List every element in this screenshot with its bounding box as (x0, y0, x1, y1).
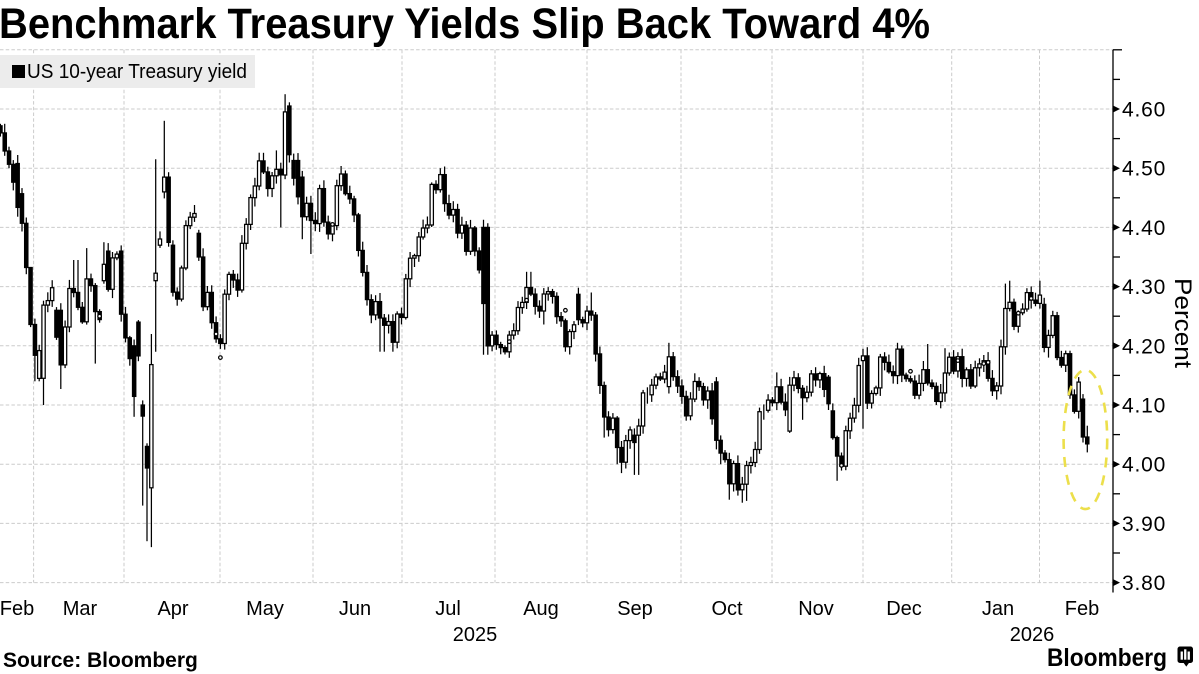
svg-text:Feb: Feb (1065, 598, 1099, 620)
svg-text:Jul: Jul (435, 598, 461, 620)
svg-text:Dec: Dec (886, 598, 922, 620)
svg-text:Mar: Mar (63, 598, 98, 620)
svg-text:Oct: Oct (711, 598, 743, 620)
svg-text:4.60: 4.60 (1122, 99, 1166, 122)
svg-text:Bloomberg: Bloomberg (1047, 644, 1167, 672)
svg-text:Sep: Sep (617, 598, 653, 620)
svg-text:Benchmark Treasury Yields Slip: Benchmark Treasury Yields Slip Back Towa… (0, 0, 930, 48)
svg-text:Percent: Percent (1169, 278, 1196, 368)
svg-text:4.20: 4.20 (1122, 335, 1166, 358)
svg-text:Apr: Apr (157, 598, 188, 620)
svg-text:2026: 2026 (1010, 624, 1055, 646)
svg-text:US 10-year Treasury yield: US 10-year Treasury yield (27, 61, 247, 83)
svg-text:3.80: 3.80 (1122, 572, 1166, 595)
svg-text:3.90: 3.90 (1122, 513, 1166, 536)
svg-text:4.10: 4.10 (1122, 395, 1166, 418)
svg-text:Jun: Jun (339, 598, 371, 620)
svg-text:2025: 2025 (453, 624, 498, 646)
svg-text:4.30: 4.30 (1122, 276, 1166, 299)
svg-text:Feb: Feb (0, 598, 34, 620)
svg-text:Aug: Aug (523, 598, 559, 620)
svg-text:Jan: Jan (982, 598, 1014, 620)
svg-text:Source: Bloomberg: Source: Bloomberg (3, 649, 198, 672)
svg-text:Nov: Nov (798, 598, 834, 620)
svg-text:4.40: 4.40 (1122, 217, 1166, 240)
svg-text:4.50: 4.50 (1122, 158, 1166, 181)
svg-text:4.00: 4.00 (1122, 454, 1166, 477)
svg-text:May: May (246, 598, 284, 620)
